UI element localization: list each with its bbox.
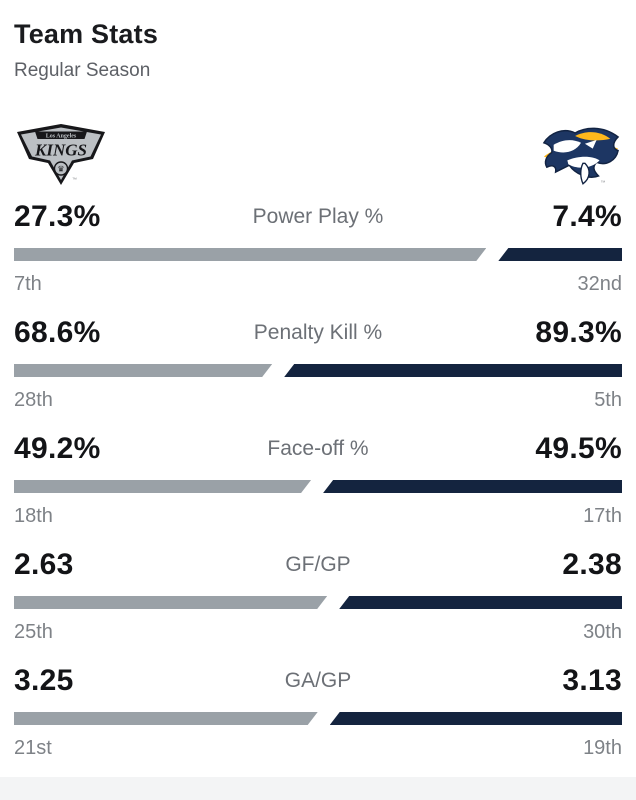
stats-list: Power Play % 27.3% 7.4% 7th 32nd Penalty… [14,199,622,760]
away-value: 49.2% [14,432,101,465]
home-rank: 17th [583,505,622,527]
stat-values-line: GA/GP 3.25 3.13 [14,663,622,699]
away-rank: 18th [14,505,53,527]
predators-sabertooth-logo: ™ [542,127,620,186]
away-value: 27.3% [14,200,101,233]
away-bar [14,596,327,609]
home-value: 7.4% [552,200,622,233]
kings-shield-logo: Los Angeles KINGS ♛ ™ [17,124,105,185]
stat-row: Face-off % 49.2% 49.5% 18th 17th [14,431,622,528]
team-logos-row: Los Angeles KINGS ♛ ™ ™ [14,123,622,186]
home-value: 3.13 [562,664,622,697]
stat-ranks-line: 21st 19th [14,736,622,760]
svg-text:™: ™ [72,177,77,183]
svg-text:™: ™ [601,180,606,186]
away-bar [14,480,311,493]
away-rank: 21st [14,737,52,759]
away-value: 68.6% [14,316,101,349]
comparison-bar [14,364,622,377]
home-value: 2.38 [562,548,622,581]
svg-text:♛: ♛ [57,165,64,174]
page-title: Team Stats [14,19,159,49]
away-rank: 25th [14,621,53,643]
stat-row: GA/GP 3.25 3.13 21st 19th [14,663,622,760]
stat-ranks-line: 28th 5th [14,388,622,412]
away-bar [14,712,318,725]
stat-label: GF/GP [285,553,351,576]
home-rank: 5th [594,389,622,411]
home-rank: 32nd [577,273,623,295]
home-bar [339,596,622,609]
home-bar [323,480,622,493]
home-bar [329,712,622,725]
stat-values-line: Face-off % 49.2% 49.5% [14,431,622,467]
away-rank: 7th [14,273,42,295]
home-value: 49.5% [535,432,622,465]
away-value: 3.25 [14,664,74,697]
stat-values-line: Penalty Kill % 68.6% 89.3% [14,315,622,351]
home-bar [498,248,622,261]
away-value: 2.63 [14,548,74,581]
home-rank: 30th [583,621,622,643]
stat-label: Power Play % [252,205,384,228]
stat-values-line: Power Play % 27.3% 7.4% [14,199,622,235]
stat-label: Face-off % [267,437,369,460]
comparison-bar [14,712,622,725]
stat-values-line: GF/GP 2.63 2.38 [14,547,622,583]
season-subtitle: Regular Season [14,60,151,81]
away-bar [14,364,272,377]
next-section-edge [0,777,636,800]
stat-label: Penalty Kill % [253,321,383,344]
away-bar [14,248,486,261]
stat-row: Penalty Kill % 68.6% 89.3% 28th 5th [14,315,622,412]
home-bar [284,364,622,377]
comparison-bar [14,248,622,261]
stat-ranks-line: 18th 17th [14,504,622,528]
stat-label: GA/GP [284,669,352,692]
svg-text:KINGS: KINGS [34,141,87,160]
team-stats-panel: Team Stats Regular Season Los Angeles KI… [14,19,622,760]
stat-row: GF/GP 2.63 2.38 25th 30th [14,547,622,644]
stat-ranks-line: 25th 30th [14,620,622,644]
comparison-bar [14,480,622,493]
home-value: 89.3% [535,316,622,349]
comparison-bar [14,596,622,609]
away-rank: 28th [14,389,53,411]
home-rank: 19th [583,737,622,759]
stat-ranks-line: 7th 32nd [14,272,622,296]
stat-row: Power Play % 27.3% 7.4% 7th 32nd [14,199,622,296]
svg-text:Los Angeles: Los Angeles [46,133,77,139]
